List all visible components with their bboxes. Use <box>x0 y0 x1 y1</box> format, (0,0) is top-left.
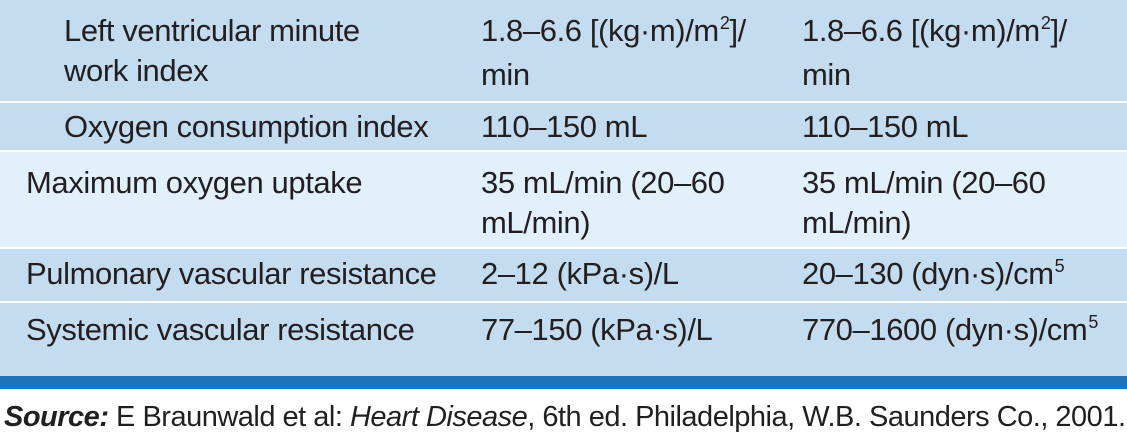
superscript: 5 <box>1054 256 1065 276</box>
parameter-cell: Left ventricular minute work index <box>64 11 360 91</box>
table-row: Pulmonary vascular resistance 2–12 (kPa·… <box>0 249 1127 303</box>
value-text: min <box>802 57 851 92</box>
value-text: mL/min) <box>802 205 912 240</box>
parameter-cell: Systemic vascular resistance <box>26 312 415 347</box>
table-bottom-rule <box>0 376 1127 389</box>
traditional-unit-cell: 1.8–6.6 [(kg·m)/m2]/ min <box>802 11 1067 95</box>
parameter-cell: Maximum oxygen uptake <box>26 165 363 200</box>
value-text: 770–1600 (dyn·s)/cm <box>802 312 1088 347</box>
value-text: 35 mL/min (20–60 <box>481 165 725 200</box>
value-text: 20–130 (dyn·s)/cm <box>802 256 1054 291</box>
table-row: Left ventricular minute work index 1.8–6… <box>0 0 1127 103</box>
source-label: Source: <box>4 401 109 433</box>
value-text: 35 mL/min (20–60 <box>802 165 1046 200</box>
traditional-unit-cell: 110–150 mL <box>802 109 969 144</box>
si-unit-cell: 77–150 (kPa·s)/L <box>481 312 713 347</box>
si-unit-cell: 2–12 (kPa·s)/L <box>481 256 679 291</box>
value-text: mL/min) <box>481 205 591 240</box>
traditional-unit-cell: 35 mL/min (20–60 mL/min) <box>802 163 1046 243</box>
parameter-line: Left ventricular minute <box>64 13 360 48</box>
source-citation: Source: E Braunwald et al: Heart Disease… <box>4 397 1126 437</box>
value-text: ]/ <box>729 13 746 48</box>
reference-values-table: Left ventricular minute work index 1.8–6… <box>0 0 1127 376</box>
si-unit-cell: 35 mL/min (20–60 mL/min) <box>481 163 725 243</box>
superscript: 5 <box>1088 312 1098 332</box>
table-row: Systemic vascular resistance 77–150 (kPa… <box>0 303 1127 376</box>
si-unit-cell: 1.8–6.6 [(kg·m)/m2]/ min <box>481 11 746 95</box>
value-text: ]/ <box>1050 13 1067 48</box>
table-row: Oxygen consumption index 110–150 mL 110–… <box>0 103 1127 152</box>
superscript: 2 <box>719 13 730 33</box>
value-text: 1.8–6.6 [(kg·m)/m <box>481 13 719 48</box>
parameter-cell: Oxygen consumption index <box>64 109 429 144</box>
parameter-line: work index <box>64 53 209 88</box>
traditional-unit-cell: 20–130 (dyn·s)/cm5 <box>802 254 1065 298</box>
traditional-unit-cell: 770–1600 (dyn·s)/cm5 <box>802 310 1098 354</box>
value-text: 1.8–6.6 [(kg·m)/m <box>802 13 1040 48</box>
table-row: Maximum oxygen uptake 35 mL/min (20–60 m… <box>0 152 1127 249</box>
si-unit-cell: 110–150 mL <box>481 109 648 144</box>
superscript: 2 <box>1040 13 1051 33</box>
value-text: min <box>481 57 530 92</box>
source-title: Heart Disease <box>349 401 528 433</box>
parameter-cell: Pulmonary vascular resistance <box>26 256 437 291</box>
source-authors: E Braunwald et al: <box>108 401 350 433</box>
source-rest: , 6th ed. Philadelphia, W.B. Saunders Co… <box>527 401 1126 433</box>
